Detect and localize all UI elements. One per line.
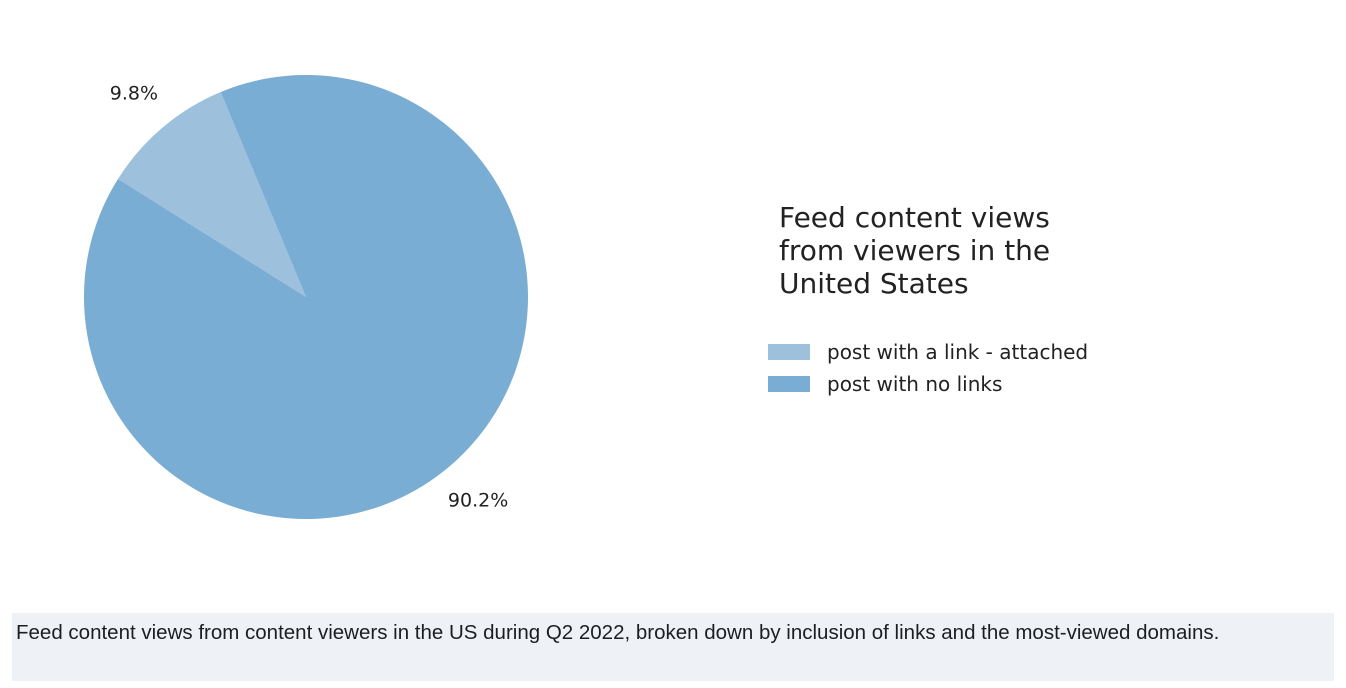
legend-entry-1: post with no links <box>768 372 1002 396</box>
pie-slices <box>83 75 528 520</box>
legend-swatch-0 <box>768 344 810 360</box>
pie-value-labels: 9.8% 90.2% <box>110 83 509 512</box>
legend-entries: post with a link - attached post with no … <box>768 340 1088 396</box>
legend-title-line-2: United States <box>779 267 969 300</box>
pie-value-label-0: 9.8% <box>110 83 158 105</box>
legend-title-line-1: from viewers in the <box>779 234 1050 267</box>
legend-swatch-1 <box>768 376 810 392</box>
pie-slice-1 <box>83 75 528 520</box>
pie-slice-0 <box>117 92 306 297</box>
legend-label-1: post with no links <box>827 372 1002 396</box>
legend-title-line-0: Feed content views <box>779 201 1050 234</box>
pie-chart: 9.8% 90.2% Feed content views from viewers… <box>83 75 1088 520</box>
legend-label-0: post with a link - attached <box>827 340 1088 364</box>
legend-title: Feed content views from viewers in the Uni… <box>779 201 1050 300</box>
pie-value-label-1: 90.2% <box>448 489 508 511</box>
legend: Feed content views from viewers in the Uni… <box>768 201 1088 396</box>
figure-caption: Feed content views from content viewers … <box>12 613 1334 681</box>
legend-entry-0: post with a link - attached <box>768 340 1088 364</box>
